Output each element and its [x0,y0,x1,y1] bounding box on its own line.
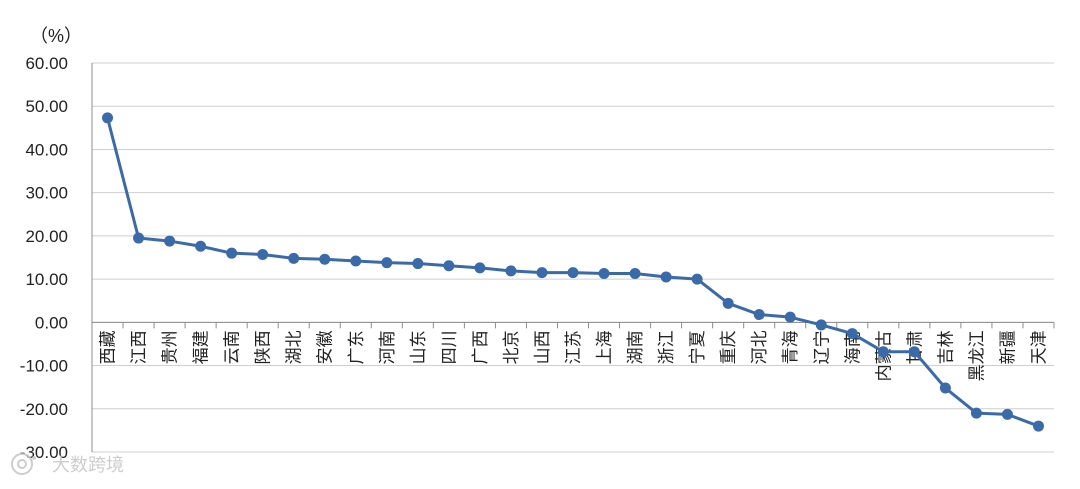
data-point [908,346,920,358]
data-point [815,319,827,331]
x-tick-label: 江西 [130,330,150,364]
x-tick-label: 北京 [502,330,522,364]
x-tick-label: 重庆 [719,330,739,364]
x-tick-label: 四川 [440,330,460,364]
data-point [598,267,610,279]
data-point [443,260,455,272]
x-tick-label: 海南 [843,330,863,364]
data-point [660,271,672,283]
data-point [195,240,207,252]
x-tick-label: 青海 [781,330,801,364]
x-tick-labels: 西藏 江西 贵州 福建 云南 陕西 湖北 安徽 广东 河南 山东 四川 广西 北京 山西 江苏 上海 湖南 浙江 宁夏… [99,330,1050,381]
y-unit-label: （%） [30,26,82,46]
data-point [753,309,765,321]
x-tick-label: 河北 [750,330,770,364]
camera-icon [11,453,36,475]
data-point [722,297,734,309]
data-point [288,252,300,264]
data-point [319,253,331,265]
data-point [1032,420,1044,432]
data-point [691,273,703,285]
data-point [970,407,982,419]
data-point [133,232,145,244]
x-tick-label: 湖北 [285,330,305,364]
data-point [164,235,176,247]
watermark: 大数跨境 [11,453,124,476]
y-tick-label: -20.00 [20,400,68,419]
data-point [505,265,517,277]
data-point [784,311,796,323]
data-point [629,267,641,279]
x-tick-label: 江苏 [564,330,584,364]
x-tick-label: 河南 [378,330,398,364]
data-point [1001,408,1013,420]
data-point [877,346,889,358]
y-tick-label: 20.00 [25,227,68,246]
y-tick-label: -10.00 [20,357,68,376]
y-tick-label: 30.00 [25,184,68,203]
x-tick-label: 浙江 [657,330,677,364]
data-point [412,258,424,270]
x-tick-label: 广西 [471,330,491,364]
grid-lines [92,62,1054,453]
x-tick-label: 黑龙江 [967,330,987,381]
y-tick-labels: 60.00 50.00 40.00 30.00 20.00 10.00 0.00 -10.00… [20,54,68,462]
x-tick-label: 山东 [409,330,429,364]
x-tick-label: 上海 [595,330,615,364]
axes [91,63,1055,452]
x-tick-label: 云南 [223,330,243,364]
data-point [536,267,548,279]
x-tick-label: 宁夏 [688,330,708,364]
x-tick-label: 福建 [192,330,212,364]
data-point [102,112,114,124]
data-point [257,248,269,260]
data-point [846,328,858,340]
y-tick-label: 40.00 [25,140,68,159]
data-point [474,262,486,274]
x-tick-label: 西藏 [99,330,119,364]
data-point [567,267,579,279]
x-tick-label: 安徽 [316,330,336,364]
series [102,112,1044,432]
watermark-text: 大数跨境 [52,455,124,476]
x-tick-label: 天津 [1029,330,1049,364]
data-point [381,257,393,269]
y-tick-label: 10.00 [25,270,68,289]
data-point [226,247,238,259]
data-point [350,255,362,267]
x-tick-label: 山西 [533,330,553,364]
data-point [939,382,951,394]
x-tick-label: 新疆 [998,330,1018,364]
x-tick-label: 吉林 [936,330,956,364]
x-tick-label: 贵州 [161,330,181,364]
y-tick-label: 50.00 [25,97,68,116]
x-tick-label: 广东 [347,330,367,364]
x-tick-label: 辽宁 [812,330,832,364]
x-tick-label: 湖南 [626,330,646,364]
y-tick-label: 60.00 [25,54,68,73]
y-tick-label: -30.00 [20,443,68,462]
y-tick-label: 0.00 [35,313,68,332]
x-tick-label: 陕西 [254,330,274,364]
